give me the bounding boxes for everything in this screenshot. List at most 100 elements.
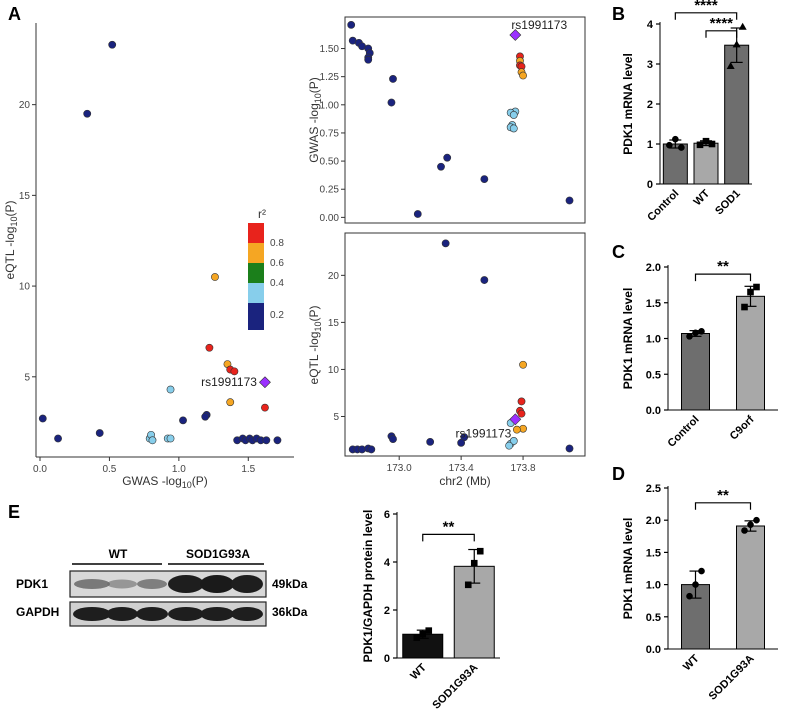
- data-point: [425, 627, 433, 634]
- panel-label-d: D: [612, 464, 625, 484]
- x-tick-label: WT: [692, 187, 713, 208]
- legend-swatch-06: [248, 243, 264, 263]
- x-tick-label: 173.4: [449, 463, 474, 474]
- data-point: [273, 436, 282, 445]
- y-tick-label: 5: [24, 372, 30, 383]
- legend-swatch-02: [248, 283, 264, 303]
- y-tick-label: 6: [384, 509, 390, 521]
- data-point: [753, 283, 760, 291]
- panel-a-scatter: 5 10 15 20 0.0 0.5 1.0 1.5 GWAS -log10(P) eQTL …: [3, 23, 294, 490]
- y-tick-label: 0.5: [646, 612, 661, 624]
- blot-size-label: 36kDa: [272, 605, 308, 619]
- x-tick-label: SOD1: [713, 188, 743, 218]
- significance-bracket: [694, 502, 752, 510]
- x-tick-label: SOD1G93A: [707, 653, 757, 703]
- data-point: [726, 62, 735, 69]
- y-axis-label: PDK1 mRNA level: [621, 288, 635, 390]
- legend-tick: 0.8: [270, 238, 284, 249]
- data-point: [696, 141, 704, 149]
- significance-label: ****: [710, 15, 734, 32]
- data-point: [83, 109, 92, 118]
- lead-snp-label: rs1991173: [455, 426, 511, 440]
- y-tick-label: 15: [328, 318, 340, 329]
- blot-group-sod: SOD1G93A: [186, 547, 250, 561]
- y-tick-label: 1.25: [320, 72, 340, 83]
- legend-tick: 0.2: [270, 310, 284, 321]
- blot-size-label: 49kDa: [272, 577, 308, 591]
- y-tick-label: 1.0: [646, 334, 661, 346]
- plot-frame: [344, 232, 586, 457]
- lead-snp-marker: [509, 29, 522, 41]
- lead-snp-label: rs1991173: [511, 18, 567, 32]
- blot-band: [168, 607, 204, 621]
- data-point: [517, 409, 526, 418]
- data-point: [678, 144, 685, 151]
- y-tick-label: 4: [647, 19, 654, 31]
- data-point: [262, 436, 271, 445]
- blot-band: [231, 575, 263, 593]
- data-point: [509, 437, 518, 445]
- y-tick-label: 1.5: [646, 298, 661, 310]
- panel-label-e: E: [8, 502, 20, 522]
- data-point: [166, 434, 175, 443]
- y-tick-label: 5: [333, 412, 339, 423]
- data-point: [413, 210, 422, 218]
- y-tick-label: 10: [19, 282, 31, 293]
- data-point: [698, 328, 705, 335]
- x-tick-label: 0.0: [33, 464, 47, 475]
- bar: [736, 295, 765, 411]
- y-tick-label: 0.5: [646, 369, 661, 381]
- significance-bracket: [705, 30, 738, 38]
- x-tick-label: 1.0: [172, 464, 186, 475]
- data-point: [230, 367, 239, 376]
- bar: [724, 44, 750, 185]
- x-tick-label: WT: [681, 652, 702, 673]
- y-tick-label: 15: [19, 191, 31, 202]
- data-point: [753, 516, 760, 524]
- y-axis-label: PDK1 mRNA level: [621, 518, 635, 620]
- y-tick-label: 0: [647, 179, 653, 191]
- blot-group-wt: WT: [109, 547, 128, 561]
- data-point: [505, 441, 514, 450]
- data-point: [108, 40, 117, 49]
- y-tick-label: 2.0: [646, 515, 661, 527]
- y-tick-label: 4: [384, 557, 391, 569]
- blot-band: [200, 607, 234, 621]
- y-tick-label: 1.50: [320, 44, 340, 55]
- blot-band: [106, 607, 138, 621]
- significance-bracket: [674, 12, 738, 20]
- blot-band: [168, 575, 204, 593]
- x-tick-label: Control: [645, 188, 681, 224]
- blot-band: [107, 579, 137, 589]
- x-tick-label: 0.5: [102, 464, 116, 475]
- blot-row-label: GAPDH: [16, 605, 59, 619]
- blot-band: [136, 607, 168, 621]
- data-point: [672, 135, 679, 143]
- data-point: [480, 276, 489, 284]
- data-point: [226, 398, 235, 407]
- y-tick-label: 0.0: [646, 644, 661, 656]
- data-point: [95, 429, 104, 437]
- legend-title: r²: [258, 207, 266, 221]
- y-axis-label: PDK1/GAPDH protein level: [361, 510, 375, 663]
- y-tick-label: 2: [384, 605, 390, 617]
- data-point: [747, 521, 754, 529]
- data-point: [261, 403, 269, 412]
- data-point: [54, 434, 62, 443]
- data-point: [509, 124, 518, 133]
- significance-label: **: [717, 258, 729, 275]
- y-axis-label: PDK1 mRNA level: [621, 53, 635, 155]
- x-tick-label: 173.0: [387, 463, 412, 474]
- panel-a-gwas: 0.00 0.25 0.50 0.75 1.00 1.25 1.50 GWAS -log10…: [307, 16, 586, 224]
- data-point: [389, 75, 397, 83]
- y-tick-label: 0.75: [320, 128, 340, 139]
- data-point: [732, 40, 741, 48]
- legend-swatch-04: [248, 263, 264, 283]
- lead-snp-marker: [259, 376, 271, 389]
- y-tick-label: 2.5: [646, 483, 661, 495]
- data-point: [201, 412, 210, 421]
- y-tick-label: 0.50: [320, 157, 340, 168]
- panel-d-bar-chart: PDK1 mRNA level 0.0 0.5 1.0 1.5 2.0 2.5 WT SOD1G…: [621, 483, 778, 703]
- data-point: [565, 444, 574, 453]
